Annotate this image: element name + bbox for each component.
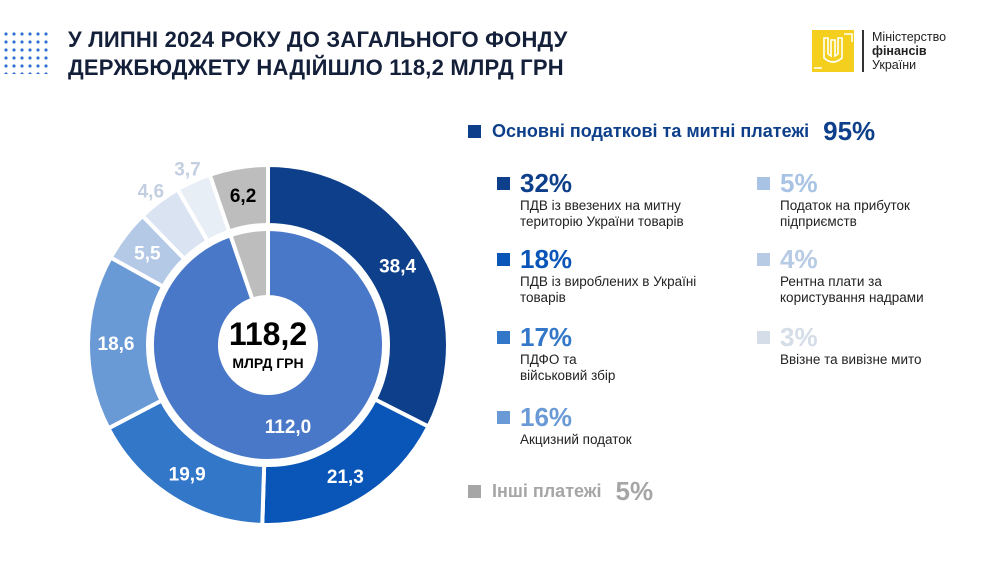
- legend-item-desc: Акцизний податок: [520, 432, 750, 448]
- outer-slice: [207, 162, 270, 234]
- legend-item-pct: 17%: [520, 322, 573, 352]
- legend-item: 4% Рентна плати за користування надрами: [757, 244, 1000, 306]
- desc-line-2: користування надрами: [780, 290, 924, 305]
- legend-swatch: [468, 485, 481, 498]
- logo-line-2: фінансів: [872, 44, 927, 58]
- slice-label: 4,6: [138, 181, 164, 202]
- slice-label: 38,4: [379, 257, 416, 278]
- slice-label: 5,5: [134, 244, 161, 265]
- legend-other-pct: 5%: [615, 476, 654, 506]
- desc-line-1: Ввізне та вивізне мито: [780, 352, 922, 367]
- desc-line-1: ПДВ із ввезених на митну: [520, 198, 681, 213]
- legend-item-desc: Податок на прибуток підприємств: [780, 198, 1000, 230]
- legend-item-desc: ПДВ із вироблених в Україні товарів: [520, 274, 750, 306]
- slice-label: 18,6: [98, 334, 135, 355]
- legend-other: Інші платежі 5%: [468, 476, 653, 507]
- title-line-2: ДЕРЖБЮДЖЕТУ НАДІЙШЛО 118,2 МЛРД ГРН: [68, 55, 564, 80]
- legend-main-label: Основні податкові та митні платежі: [492, 121, 810, 141]
- center-unit: МЛРД ГРН: [232, 355, 303, 371]
- desc-line-1: ПДФО та: [520, 352, 577, 367]
- legend-item-desc: ПДФО та військовий збір: [520, 352, 750, 384]
- logo-line-3: України: [872, 58, 917, 72]
- desc-line-2: підприємств: [780, 214, 857, 229]
- slice-label: 3,7: [174, 159, 200, 180]
- slice-label: 6,2: [230, 186, 256, 207]
- page-title: У ЛИПНІ 2024 РОКУ ДО ЗАГАЛЬНОГО ФОНДУ ДЕ…: [68, 26, 568, 82]
- legend-other-label: Інші платежі: [492, 481, 602, 501]
- desc-line-1: ПДВ із вироблених в Україні: [520, 274, 697, 289]
- desc-line-1: Акцизний податок: [520, 432, 632, 447]
- trident-icon: [812, 30, 854, 72]
- legend-item-pct: 4%: [780, 244, 818, 274]
- legend-item-pct: 32%: [520, 168, 573, 198]
- legend-swatch: [497, 176, 510, 190]
- legend-main: Основні податкові та митні платежі 95%: [468, 116, 875, 147]
- legend-item-desc: ПДВ із ввезених на митну територію Україн…: [520, 198, 750, 230]
- desc-line-2: товарів: [520, 290, 566, 305]
- legend-item-pct: 18%: [520, 244, 573, 274]
- slice-label: 19,9: [169, 465, 206, 486]
- legend-item-pct: 16%: [520, 402, 573, 432]
- center-value: 118,2: [229, 316, 307, 352]
- ministry-logo: Міністерство фінансів України: [812, 30, 946, 72]
- desc-line-2: військовий збір: [520, 368, 616, 383]
- legend-swatch: [757, 176, 770, 190]
- legend-swatch: [468, 125, 481, 138]
- legend-item: 3% Ввізне та вивізне мито: [757, 322, 1000, 368]
- desc-line-1: Податок на прибуток: [780, 198, 910, 213]
- center-hole: [220, 297, 316, 393]
- decorative-dot-grid: [2, 30, 48, 74]
- legend-swatch: [757, 252, 770, 266]
- legend-item: 18% ПДВ із вироблених в Україні товарів: [497, 244, 750, 306]
- legend-item: 17% ПДФО та військовий збір: [497, 322, 750, 384]
- legend-item-pct: 3%: [780, 322, 818, 352]
- logo-divider: [862, 30, 864, 72]
- outer-slice: [266, 162, 450, 430]
- legend-item: 16% Акцизний податок: [497, 402, 750, 448]
- legend-item-desc: Рентна плати за користування надрами: [780, 274, 1000, 306]
- legend-swatch: [497, 252, 510, 266]
- legend-swatch: [497, 330, 510, 344]
- legend-item: 32% ПДВ із ввезених на митну територію Ук…: [497, 168, 750, 230]
- slice-label: 112,0: [265, 417, 312, 438]
- legend-item: 5% Податок на прибуток підприємств: [757, 168, 1000, 230]
- desc-line-2: територію України товарів: [520, 214, 684, 229]
- logo-text: Міністерство фінансів України: [872, 30, 946, 72]
- legend-swatch: [757, 330, 770, 344]
- slice-label: 21,3: [327, 467, 364, 488]
- desc-line-1: Рентна плати за: [780, 274, 882, 289]
- title-line-1: У ЛИПНІ 2024 РОКУ ДО ЗАГАЛЬНОГО ФОНДУ: [68, 27, 568, 52]
- legend-item-desc: Ввізне та вивізне мито: [780, 352, 1000, 368]
- legend-swatch: [497, 410, 510, 424]
- legend-main-pct: 95%: [823, 116, 876, 146]
- legend-item-pct: 5%: [780, 168, 818, 198]
- logo-line-1: Міністерство: [872, 30, 947, 44]
